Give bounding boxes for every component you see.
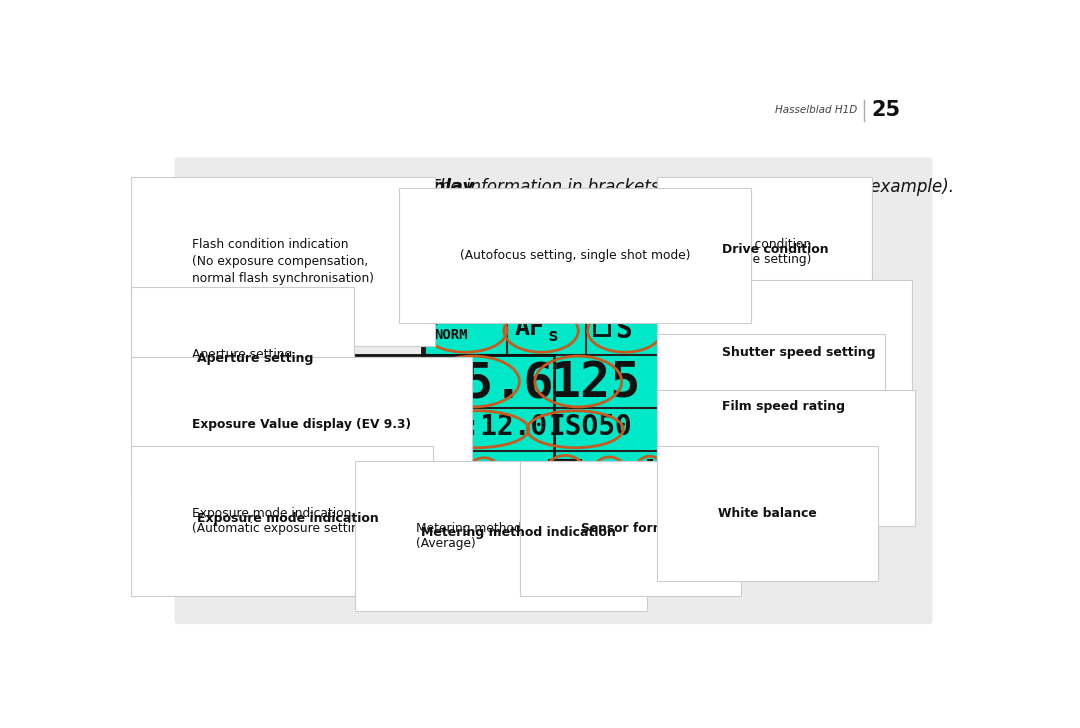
- Text: Shutter speed setting: Shutter speed setting: [723, 346, 876, 359]
- Text: Metering method indication: Metering method indication: [421, 526, 616, 539]
- Text: (The information in brackets describes this particular example).: (The information in brackets describes t…: [418, 178, 954, 197]
- Bar: [554, 465, 559, 471]
- Text: 125: 125: [551, 359, 640, 407]
- Text: ⚡: ⚡: [430, 313, 445, 333]
- Bar: [565, 476, 570, 482]
- Text: Metering method indication
(Average): Metering method indication (Average): [416, 522, 586, 550]
- Bar: [565, 487, 570, 492]
- Text: Film speed rating: Film speed rating: [723, 400, 846, 413]
- Text: ISO50: ISO50: [549, 413, 633, 441]
- FancyBboxPatch shape: [175, 157, 932, 624]
- Text: Focus setting: Focus setting: [460, 237, 554, 250]
- Bar: [570, 471, 576, 476]
- Text: D: D: [444, 314, 451, 325]
- Bar: [642, 464, 658, 472]
- Text: Shutter speed setting
( 1/20s ): Shutter speed setting ( 1/20s ): [718, 341, 851, 370]
- Text: Sensor format: Sensor format: [581, 522, 680, 534]
- Text: Drive condition: Drive condition: [723, 243, 829, 256]
- Text: s: s: [548, 327, 558, 345]
- Text: Hasselblad H1D: Hasselblad H1D: [775, 106, 858, 116]
- Text: Typical camera grip display.: Typical camera grip display.: [207, 178, 478, 197]
- Text: Aperture setting: Aperture setting: [197, 352, 313, 365]
- Bar: [576, 487, 581, 492]
- Text: Exposure Value display (EV 9.3): Exposure Value display (EV 9.3): [192, 419, 411, 432]
- Text: S: S: [616, 316, 632, 344]
- Text: 25: 25: [872, 100, 901, 120]
- Text: f5.6: f5.6: [434, 359, 555, 407]
- Text: Low battery symbol: Low battery symbol: [718, 451, 854, 464]
- Text: EV:12.0: EV:12.0: [431, 413, 549, 441]
- Text: Exposure mode indication: Exposure mode indication: [197, 512, 379, 525]
- Bar: [647, 459, 652, 464]
- Text: A: A: [434, 456, 455, 488]
- Bar: [559, 471, 565, 476]
- Bar: [554, 476, 559, 482]
- Bar: [549, 460, 554, 465]
- Circle shape: [471, 464, 497, 491]
- Bar: [549, 482, 554, 487]
- Text: Exposure mode indication
(Automatic exposure setting): Exposure mode indication (Automatic expo…: [192, 507, 372, 535]
- Bar: [576, 465, 581, 471]
- Text: Film speed rating
(160 ISO /ASA): Film speed rating (160 ISO /ASA): [718, 395, 824, 424]
- Bar: [549, 460, 581, 492]
- Text: Aperture setting
(f/5.6): Aperture setting (f/5.6): [192, 348, 293, 376]
- Bar: [565, 465, 570, 471]
- Text: Flash condition indication
(No exposure compensation,
normal flash synchronisati: Flash condition indication (No exposure …: [192, 238, 375, 285]
- Bar: [570, 460, 576, 465]
- Text: AF: AF: [515, 316, 544, 340]
- Text: (Autofocus setting, single shot mode): (Autofocus setting, single shot mode): [460, 249, 690, 262]
- Bar: [559, 482, 565, 487]
- FancyBboxPatch shape: [423, 306, 669, 503]
- Bar: [549, 471, 554, 476]
- Text: NORM: NORM: [434, 328, 468, 342]
- Text: Drive condition
(Single setting): Drive condition (Single setting): [718, 238, 811, 266]
- Text: White balance: White balance: [718, 507, 816, 520]
- Bar: [576, 476, 581, 482]
- Bar: [559, 460, 565, 465]
- Bar: [570, 482, 576, 487]
- Bar: [554, 487, 559, 492]
